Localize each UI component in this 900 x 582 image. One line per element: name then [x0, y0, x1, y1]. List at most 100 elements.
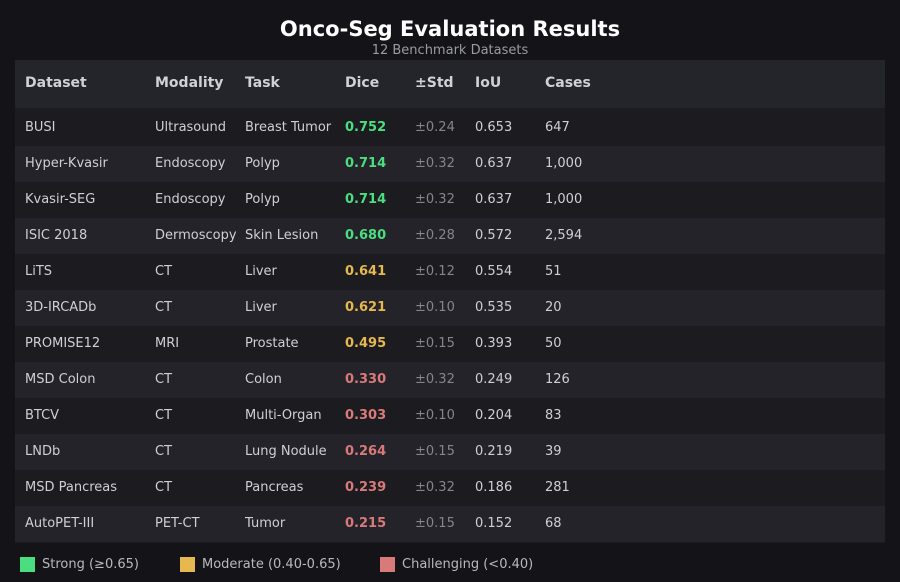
- table-cell: ±0.32: [415, 480, 455, 495]
- table-cell: 68: [545, 516, 562, 531]
- table-cell: Endoscopy: [155, 156, 226, 171]
- table-cell: ±0.32: [415, 372, 455, 387]
- results-table: Dataset Modality Task Dice ±Std IoU Cases BUSI…: [15, 60, 885, 543]
- table-cell: 0.752: [345, 120, 387, 135]
- column-header: IoU: [475, 75, 502, 91]
- table-cell: Breast Tumor: [245, 120, 332, 135]
- table-cell: Hyper-Kvasir: [25, 156, 108, 171]
- table-cell: 1,000: [545, 192, 583, 207]
- table-cell: ±0.32: [415, 156, 455, 171]
- column-header: ±Std: [415, 75, 454, 91]
- table-cell: 0.637: [475, 192, 513, 207]
- legend-swatch: [20, 557, 35, 572]
- table-cell: LiTS: [25, 264, 53, 279]
- table-row: MSD Colon CT Colon 0.330 ±0.32 0.249 126: [15, 362, 885, 398]
- table-cell: 0.641: [345, 264, 387, 279]
- table-cell: 1,000: [545, 156, 583, 171]
- legend-swatch: [380, 557, 395, 572]
- table-row: 3D-IRCADb CT Liver 0.621 ±0.10 0.535 20: [15, 290, 885, 326]
- table-row: LiTS CT Liver 0.641 ±0.12 0.554 51: [15, 254, 885, 290]
- table-cell: ±0.15: [415, 516, 455, 531]
- legend-swatch: [180, 557, 195, 572]
- table-cell: ±0.10: [415, 300, 455, 315]
- table-cell: 51: [545, 264, 562, 279]
- table-cell: 0.186: [475, 480, 513, 495]
- table-cell: Kvasir-SEG: [25, 192, 96, 207]
- table-cell: Liver: [245, 300, 277, 315]
- table-cell: MSD Pancreas: [25, 480, 118, 495]
- table-cell: BTCV: [25, 408, 60, 423]
- table-cell: Dermoscopy: [155, 228, 237, 243]
- subtitle: 12 Benchmark Datasets: [371, 43, 529, 58]
- table-cell: Polyp: [245, 156, 280, 171]
- column-header: Modality: [155, 75, 224, 91]
- table-cell: Lung Nodule: [245, 444, 327, 459]
- table-cell: ±0.15: [415, 444, 455, 459]
- column-header: Dice: [345, 75, 380, 91]
- table-cell: 0.554: [475, 264, 513, 279]
- legend-label: Challenging (<0.40): [402, 557, 534, 572]
- table-cell: ±0.10: [415, 408, 455, 423]
- table-header: Dataset Modality Task Dice ±Std IoU Cases: [15, 60, 885, 108]
- table-row: LNDb CT Lung Nodule 0.264 ±0.15 0.219 39: [15, 434, 885, 470]
- table-row: MSD Pancreas CT Pancreas 0.239 ±0.32 0.186 281: [15, 470, 885, 506]
- table-cell: CT: [155, 264, 173, 279]
- table-cell: ISIC 2018: [25, 228, 88, 243]
- table-cell: Prostate: [245, 336, 299, 351]
- table-cell: 647: [545, 120, 570, 135]
- table-cell: ±0.12: [415, 264, 455, 279]
- table-cell: 0.204: [475, 408, 513, 423]
- legend-label: Strong (≥0.65): [42, 557, 139, 572]
- table-cell: CT: [155, 372, 173, 387]
- table-cell: 0.714: [345, 192, 387, 207]
- table-cell: 3D-IRCADb: [25, 300, 97, 315]
- table-cell: 20: [545, 300, 562, 315]
- table-cell: Tumor: [245, 516, 286, 531]
- table-row: AutoPET-III PET-CT Tumor 0.215 ±0.15 0.152 68: [15, 506, 885, 542]
- table-cell: 0.653: [475, 120, 513, 135]
- table-cell: MSD Colon: [25, 372, 96, 387]
- table-row: BUSI Ultrasound Breast Tumor 0.752 ±0.24 0.65…: [15, 110, 885, 146]
- table-cell: 0.239: [345, 480, 387, 495]
- table-cell: 83: [545, 408, 562, 423]
- table-cell: ±0.32: [415, 192, 455, 207]
- table-cell: MRI: [155, 336, 180, 351]
- table-cell: CT: [155, 444, 173, 459]
- table-cell: PROMISE12: [25, 336, 101, 351]
- column-header: Cases: [545, 75, 591, 91]
- table-cell: Endoscopy: [155, 192, 226, 207]
- table-row: PROMISE12 MRI Prostate 0.495 ±0.15 0.393 50: [15, 326, 885, 362]
- column-header: Task: [245, 75, 280, 91]
- table-cell: 0.303: [345, 408, 387, 423]
- table-cell: 0.535: [475, 300, 513, 315]
- table-cell: 0.330: [345, 372, 387, 387]
- table-cell: 39: [545, 444, 562, 459]
- table-cell: 0.264: [345, 444, 387, 459]
- table-cell: 0.215: [345, 516, 387, 531]
- table-cell: 2,594: [545, 228, 583, 243]
- table-cell: ±0.28: [415, 228, 455, 243]
- table-cell: Pancreas: [245, 480, 304, 495]
- table-cell: 0.572: [475, 228, 513, 243]
- table-cell: ±0.15: [415, 336, 455, 351]
- table-row: ISIC 2018 Dermoscopy Skin Lesion 0.680 ±0.28…: [15, 218, 885, 254]
- table-cell: Skin Lesion: [245, 228, 319, 243]
- table-cell: AutoPET-III: [25, 516, 95, 531]
- table-cell: LNDb: [25, 444, 61, 459]
- table-row: BTCV CT Multi-Organ 0.303 ±0.10 0.204 83: [15, 398, 885, 434]
- table-cell: ±0.24: [415, 120, 455, 135]
- table-cell: Colon: [245, 372, 282, 387]
- table-cell: CT: [155, 300, 173, 315]
- table-cell: 0.637: [475, 156, 513, 171]
- table-cell: BUSI: [25, 120, 56, 135]
- table-cell: CT: [155, 480, 173, 495]
- table-cell: 0.393: [475, 336, 513, 351]
- table-cell: 126: [545, 372, 570, 387]
- legend: Strong (≥0.65) Moderate (0.40-0.65) Challe…: [0, 556, 900, 576]
- table-cell: Multi-Organ: [245, 408, 322, 423]
- table-cell: 0.621: [345, 300, 387, 315]
- table-cell: Liver: [245, 264, 277, 279]
- table-cell: 0.249: [475, 372, 513, 387]
